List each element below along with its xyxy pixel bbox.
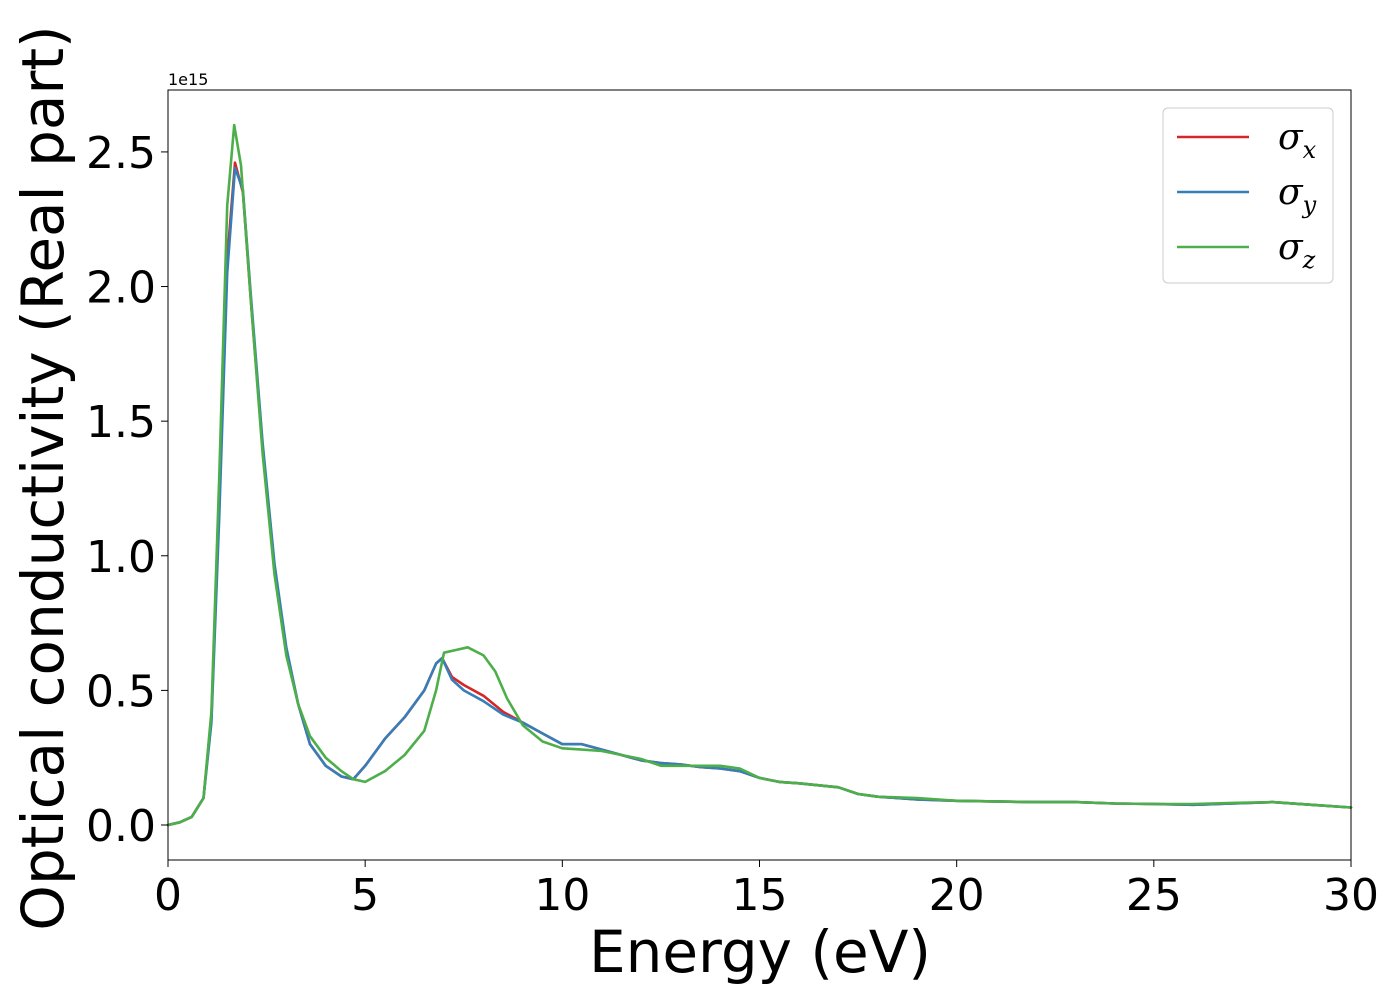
legend-entry-z: σz: [1278, 227, 1316, 274]
legend-subscript: y: [1302, 191, 1317, 219]
x-tick-label: 0: [154, 870, 182, 921]
y-axis-label: Optical conductivity (Real part): [9, 25, 77, 930]
y-tick-label: 2.0: [86, 263, 156, 314]
x-axis-ticks: 0 5 10 15 20 25 30: [154, 860, 1379, 921]
legend-symbol: σ: [1278, 172, 1304, 213]
x-tick-label: 25: [1126, 870, 1182, 921]
legend-entry-y: σy: [1278, 172, 1317, 219]
x-tick-label: 5: [351, 870, 379, 921]
legend-symbol: σ: [1278, 117, 1304, 158]
series-line-z: [166, 123, 1353, 827]
y-tick-label: 1.5: [86, 397, 156, 448]
legend-symbol: σ: [1278, 227, 1304, 268]
y-offset-label: 1e15: [168, 70, 208, 89]
x-tick-label: 30: [1323, 870, 1379, 921]
y-tick-label: 0.5: [86, 666, 156, 717]
x-tick-label: 15: [732, 870, 788, 921]
y-axis-ticks: 0.0 0.5 1.0 1.5 2.0 2.5: [86, 128, 168, 852]
x-tick-label: 10: [534, 870, 590, 921]
legend-box: [1162, 107, 1334, 284]
y-tick-label: 1.0: [86, 532, 156, 583]
legend-subscript: z: [1302, 246, 1316, 274]
x-axis-label: Energy (eV): [589, 918, 931, 986]
y-tick-label: 0.0: [86, 801, 156, 852]
plot-lines: [166, 123, 1353, 827]
x-tick-label: 20: [929, 870, 985, 921]
legend-subscript: x: [1303, 136, 1317, 164]
y-tick-label: 2.5: [86, 128, 156, 179]
legend-entry-x: σx: [1278, 117, 1317, 164]
